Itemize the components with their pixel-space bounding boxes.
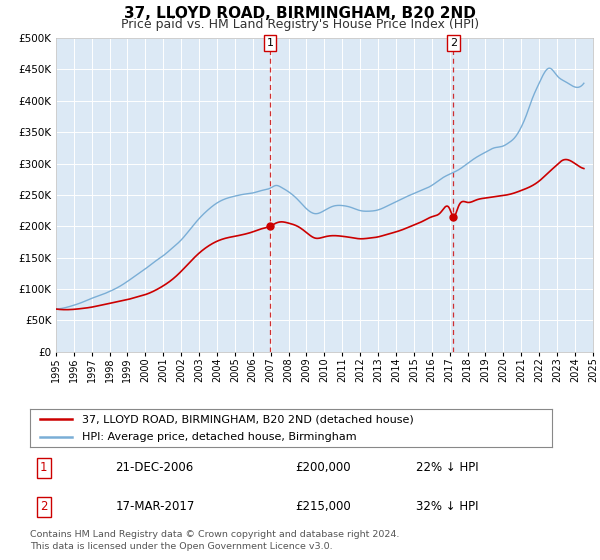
Text: HPI: Average price, detached house, Birmingham: HPI: Average price, detached house, Birm… (82, 432, 357, 442)
Text: 22% ↓ HPI: 22% ↓ HPI (416, 461, 479, 474)
Text: 2: 2 (40, 500, 47, 513)
Text: 1: 1 (40, 461, 47, 474)
Text: 37, LLOYD ROAD, BIRMINGHAM, B20 2ND (detached house): 37, LLOYD ROAD, BIRMINGHAM, B20 2ND (det… (82, 414, 414, 424)
Text: £215,000: £215,000 (295, 500, 351, 513)
Text: Contains HM Land Registry data © Crown copyright and database right 2024.
This d: Contains HM Land Registry data © Crown c… (30, 530, 400, 550)
Text: 2: 2 (450, 38, 457, 48)
Text: £200,000: £200,000 (295, 461, 350, 474)
Text: 37, LLOYD ROAD, BIRMINGHAM, B20 2ND: 37, LLOYD ROAD, BIRMINGHAM, B20 2ND (124, 6, 476, 21)
Text: 21-DEC-2006: 21-DEC-2006 (116, 461, 194, 474)
Text: 1: 1 (266, 38, 274, 48)
Text: Price paid vs. HM Land Registry's House Price Index (HPI): Price paid vs. HM Land Registry's House … (121, 18, 479, 31)
Text: 32% ↓ HPI: 32% ↓ HPI (416, 500, 479, 513)
Text: 17-MAR-2017: 17-MAR-2017 (116, 500, 195, 513)
